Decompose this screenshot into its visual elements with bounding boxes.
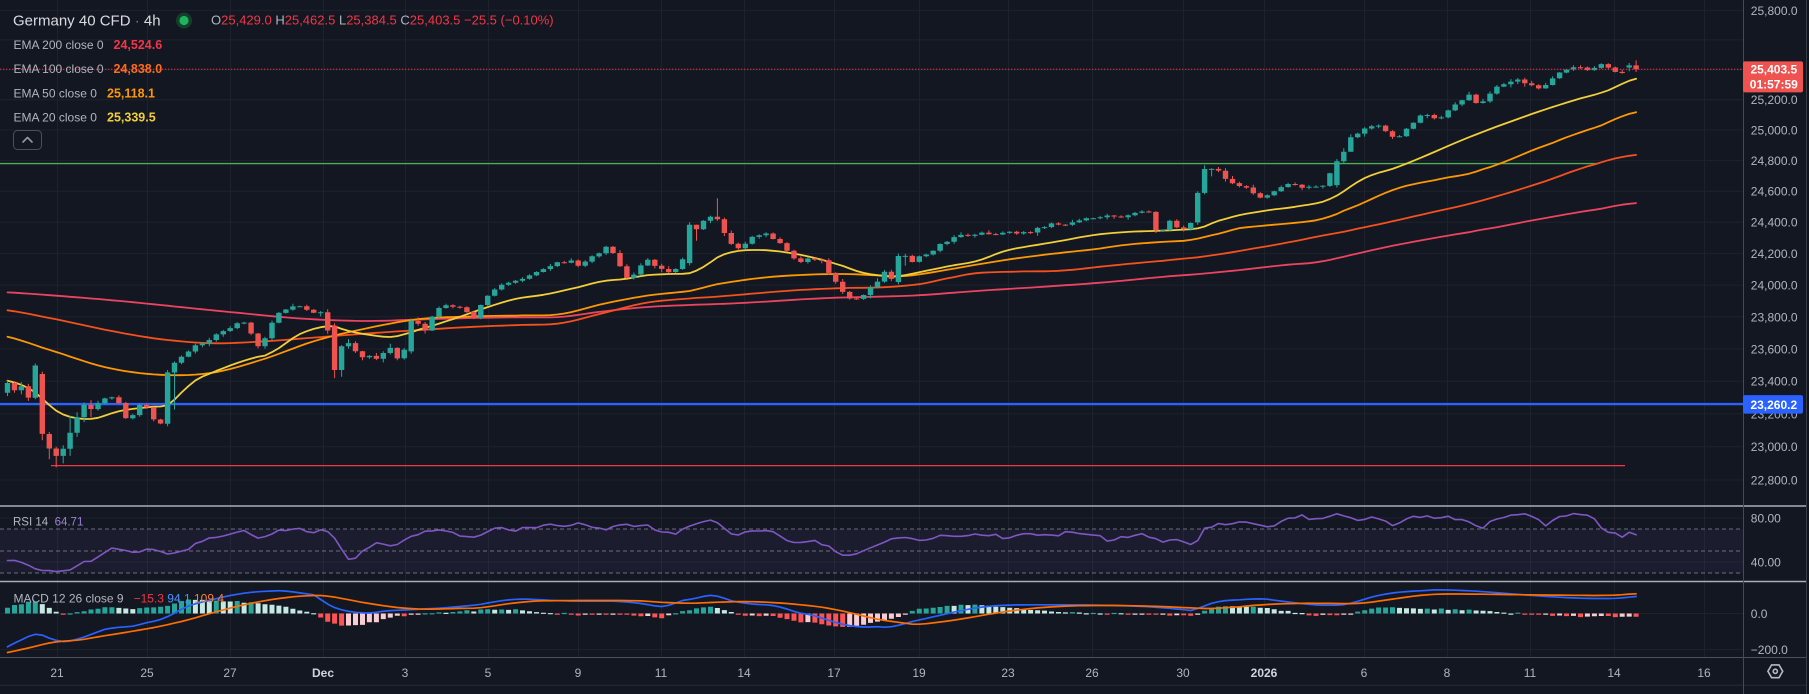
svg-text:−200.0: −200.0 <box>1751 643 1788 657</box>
svg-text:3: 3 <box>402 666 409 680</box>
svg-text:23,600.0: 23,600.0 <box>1751 342 1798 356</box>
svg-text:22,800.0: 22,800.0 <box>1751 473 1798 487</box>
svg-text:30: 30 <box>1176 666 1190 680</box>
svg-text:Germany 40 CFD · 4h: Germany 40 CFD · 4h <box>13 13 161 30</box>
svg-text:23: 23 <box>1001 666 1015 680</box>
svg-text:MACD 12 26 close 9 −15.3 94.: MACD 12 26 close 9 −15.3 94.1 109.4 <box>14 592 225 606</box>
svg-text:O25,429.0 H25,462.5 L25,384.5: O25,429.0 H25,462.5 L25,384.5 C25,403.5 … <box>211 13 554 28</box>
svg-text:11: 11 <box>655 666 668 680</box>
svg-text:24,838.0: 24,838.0 <box>114 62 163 76</box>
svg-text:23,800.0: 23,800.0 <box>1751 310 1798 324</box>
svg-text:25,403.5: 25,403.5 <box>1750 62 1797 76</box>
svg-text:24,400.0: 24,400.0 <box>1751 216 1798 230</box>
svg-text:RSI 14 64.71: RSI 14 64.71 <box>13 516 83 528</box>
svg-text:25,118.1: 25,118.1 <box>107 86 155 100</box>
svg-text:6: 6 <box>1361 666 1368 680</box>
svg-text:16: 16 <box>1697 666 1711 680</box>
svg-text:24,600.0: 24,600.0 <box>1751 185 1798 199</box>
svg-text:24,000.0: 24,000.0 <box>1751 279 1798 293</box>
svg-text:Dec: Dec <box>312 666 334 680</box>
svg-text:24,524.6: 24,524.6 <box>114 38 163 52</box>
svg-text:19: 19 <box>912 666 926 680</box>
svg-text:8: 8 <box>1444 666 1451 680</box>
svg-text:EMA 100 close 0: EMA 100 close 0 <box>14 62 104 76</box>
svg-text:23,000.0: 23,000.0 <box>1751 440 1798 454</box>
svg-text:2026: 2026 <box>1251 666 1278 680</box>
svg-text:9: 9 <box>575 666 582 680</box>
svg-text:23,400.0: 23,400.0 <box>1751 375 1798 389</box>
svg-text:EMA 200 close 0: EMA 200 close 0 <box>14 38 104 52</box>
svg-text:14: 14 <box>1607 666 1621 680</box>
svg-text:26: 26 <box>1085 666 1099 680</box>
svg-text:5: 5 <box>485 666 492 680</box>
svg-text:21: 21 <box>50 666 64 680</box>
svg-text:01:57:59: 01:57:59 <box>1750 77 1798 91</box>
svg-text:25,000.0: 25,000.0 <box>1751 123 1798 137</box>
svg-text:0.0: 0.0 <box>1751 607 1768 621</box>
svg-text:17: 17 <box>827 666 841 680</box>
svg-text:27: 27 <box>223 666 237 680</box>
svg-text:14: 14 <box>737 666 751 680</box>
svg-text:25,800.0: 25,800.0 <box>1751 4 1798 18</box>
svg-text:25: 25 <box>140 666 154 680</box>
svg-text:24,800.0: 24,800.0 <box>1751 154 1798 168</box>
svg-text:EMA 50 close 0: EMA 50 close 0 <box>14 86 98 100</box>
svg-text:23,260.2: 23,260.2 <box>1750 398 1797 412</box>
svg-text:25,339.5: 25,339.5 <box>107 111 156 125</box>
svg-text:EMA 20 close 0: EMA 20 close 0 <box>14 111 98 125</box>
svg-text:24,200.0: 24,200.0 <box>1751 247 1798 261</box>
svg-text:40.00: 40.00 <box>1751 555 1781 569</box>
svg-text:25,200.0: 25,200.0 <box>1751 93 1798 107</box>
svg-text:80.00: 80.00 <box>1751 511 1781 525</box>
svg-text:11: 11 <box>1524 666 1537 680</box>
